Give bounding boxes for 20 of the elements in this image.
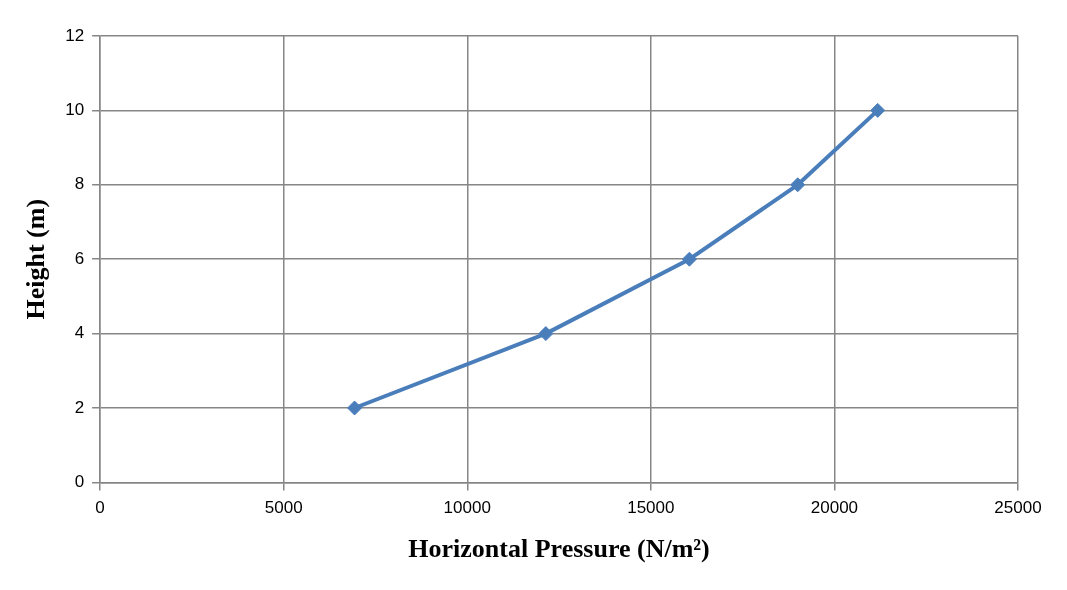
y-tick-label: 2 (74, 397, 85, 417)
x-tick-label: 5000 (264, 498, 303, 518)
y-tick-label: 12 (65, 25, 85, 45)
x-tick-label: 0 (95, 498, 105, 518)
point (870, 102, 886, 118)
point (790, 177, 806, 193)
point (681, 251, 697, 267)
x-axis-title: Horizontal Pressure (N/m²) (408, 534, 710, 564)
x-tick-label: 15000 (627, 498, 675, 518)
y-axis-title: Height (m) (21, 198, 51, 320)
point (538, 326, 554, 342)
y-tick-label: 4 (74, 323, 85, 343)
y-tick-label: 8 (74, 174, 85, 194)
y-tick-label: 0 (74, 472, 85, 492)
x-tick-label: 10000 (443, 498, 491, 518)
x-tick-label: 25000 (994, 498, 1042, 518)
x-tick-label: 20000 (810, 498, 859, 518)
point (347, 400, 363, 416)
y-tick-label: 6 (74, 248, 85, 268)
y-tick-label: 10 (65, 100, 85, 120)
